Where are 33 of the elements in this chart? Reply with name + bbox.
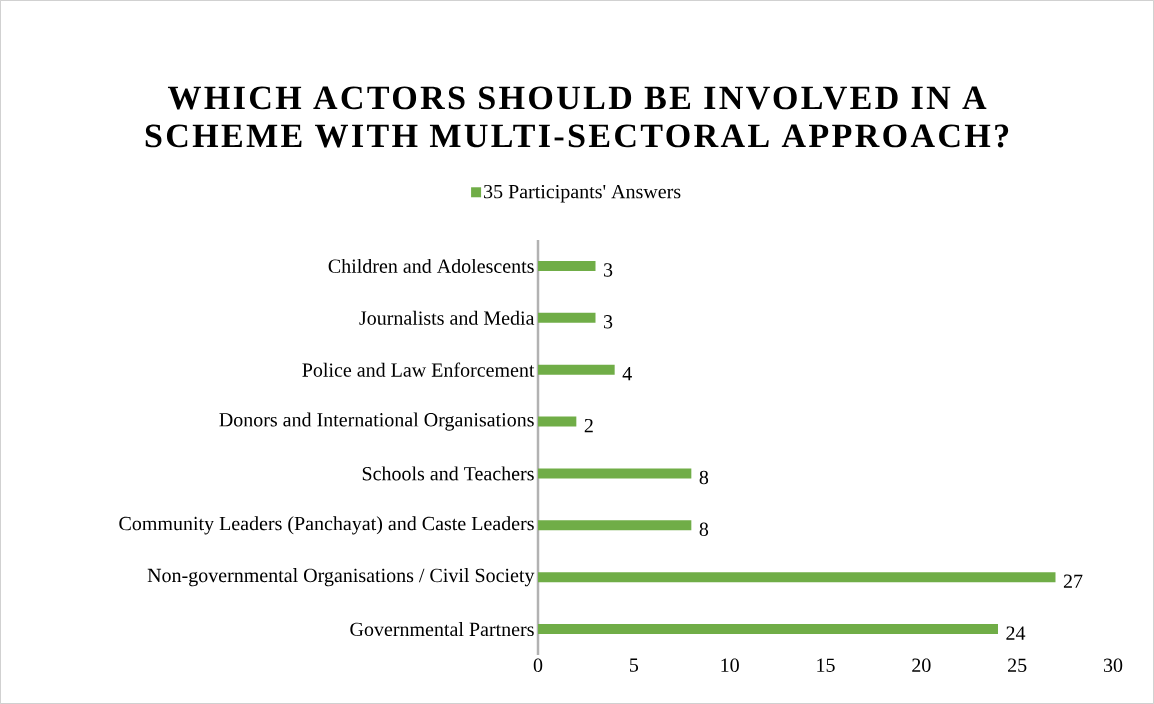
bar: [538, 364, 615, 375]
y-tick-label: Journalists and Media: [359, 310, 535, 325]
y-tick-label: Schools and Teachers: [362, 466, 534, 481]
data-label: 3: [603, 263, 613, 277]
x-tick-label: 15: [817, 658, 835, 672]
y-tick-label: Non-governmental Organisations / Civil Society: [147, 568, 535, 587]
y-tick-label: Community Leaders (Panchayat) and Caste Leaders: [119, 516, 534, 535]
bar: [538, 520, 692, 531]
x-tick-label: 25: [1008, 658, 1027, 672]
data-label: 8: [699, 522, 709, 537]
x-tick-label: 10: [721, 658, 739, 673]
data-label: 4: [622, 367, 632, 381]
y-tick-label: Police and Law Enforcement: [302, 362, 535, 377]
bar: [538, 260, 596, 271]
x-tick-label: 30: [1103, 658, 1123, 673]
data-label: 3: [603, 315, 613, 329]
y-tick-label: Donors and International Organisations: [219, 412, 534, 431]
bar: [538, 468, 692, 479]
data-label: 2: [584, 418, 593, 433]
bar: [538, 416, 577, 427]
x-tick-label: 5: [629, 658, 639, 672]
legend-label: 35 Participants' Answers: [484, 184, 681, 203]
data-label: 8: [699, 470, 709, 485]
bar: [538, 624, 998, 635]
x-tick-label: 20: [912, 658, 931, 673]
bar: [538, 572, 1056, 583]
y-tick-label: Children and Adolescents: [328, 258, 534, 273]
bar: [538, 312, 596, 323]
y-tick-label: Governmental Partners: [350, 622, 534, 637]
x-tick-label: 0: [533, 658, 543, 673]
data-label: 27: [1063, 574, 1083, 588]
chart-title: WHICH ACTORS SHOULD BE INVOLVED IN A SCHEME WITH MULTI-SECTORAL APPROACH?: [145, 86, 1009, 148]
data-label: 24: [1006, 626, 1026, 640]
